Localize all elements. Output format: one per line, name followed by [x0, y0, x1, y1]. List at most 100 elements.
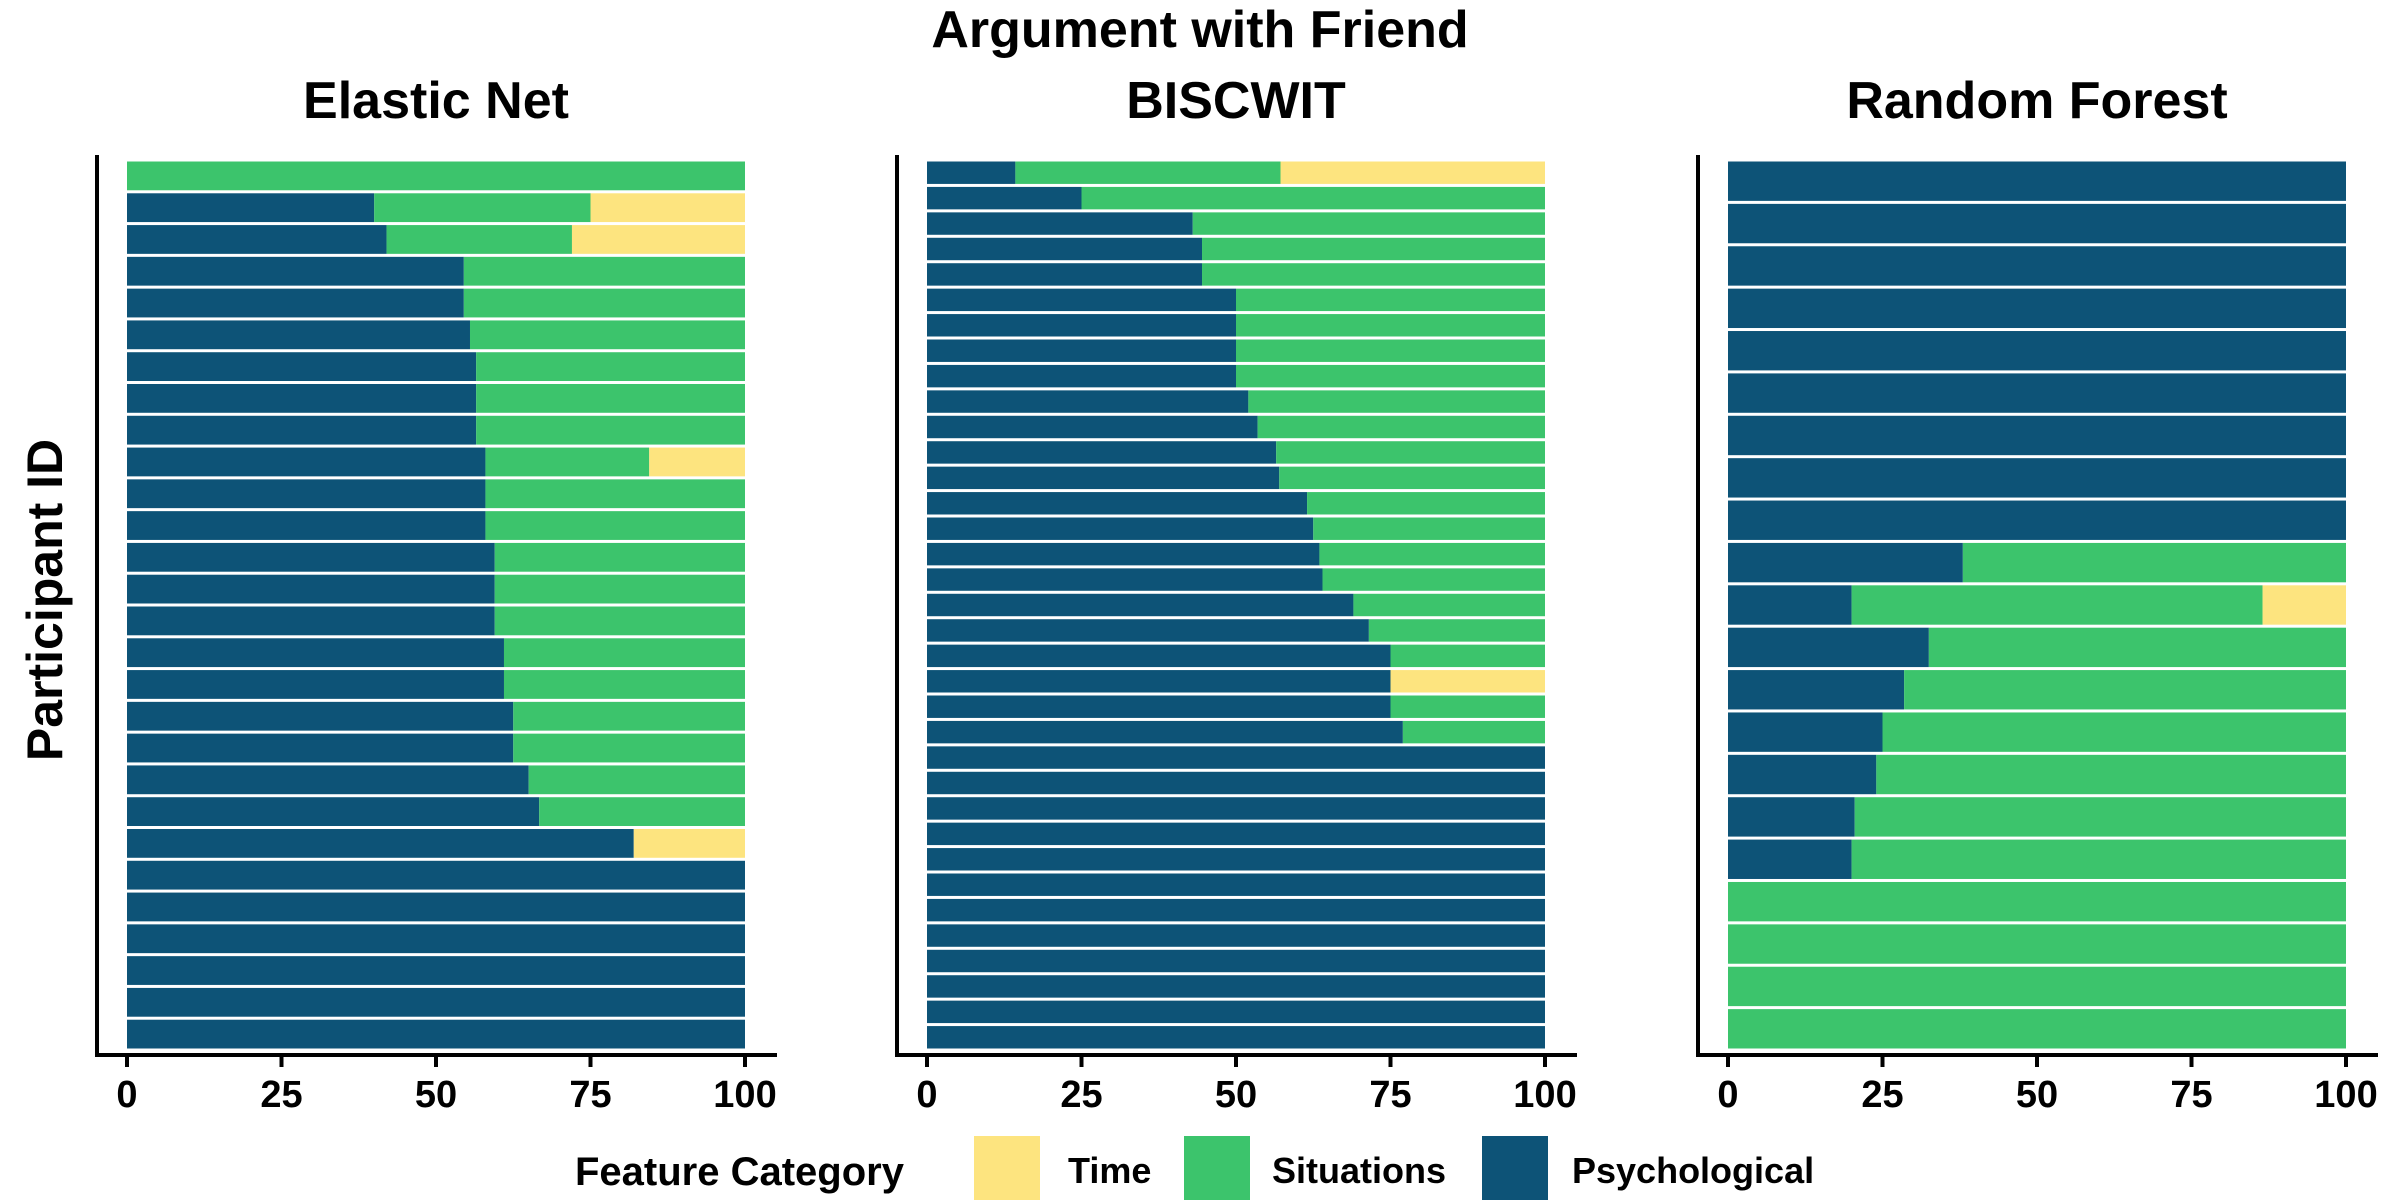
bar-segment-psychological	[127, 447, 486, 477]
bar-segment-situations	[1402, 720, 1545, 744]
bar-segment-psychological	[927, 593, 1354, 617]
bar-segment-situations	[494, 606, 745, 636]
bar-segment-situations	[1236, 314, 1545, 337]
bar-segment-psychological	[1728, 500, 2346, 540]
bar-segment-situations	[494, 574, 745, 604]
bar-segment-situations	[1368, 619, 1545, 642]
bar-segment-psychological	[927, 441, 1277, 464]
legend-key-time	[974, 1136, 1040, 1200]
bar-segment-psychological	[1728, 246, 2346, 286]
bar-segment-psychological	[127, 765, 529, 795]
bar-segment-psychological	[927, 542, 1320, 566]
bar-segment-psychological	[127, 479, 486, 509]
legend-label-psychological: Psychological	[1572, 1150, 1814, 1191]
bar-segment-situations	[374, 193, 591, 223]
bar-segment-psychological	[927, 237, 1203, 261]
bar-segment-situations	[1202, 237, 1545, 261]
bar-segment-psychological	[927, 186, 1082, 210]
bar-segment-psychological	[927, 975, 1545, 998]
bar-segment-psychological	[927, 1026, 1545, 1049]
bar-segment-psychological	[927, 364, 1236, 388]
bar-segment-psychological	[1728, 585, 1852, 625]
bar-segment-psychological	[927, 390, 1249, 413]
bar-segment-time	[649, 447, 745, 477]
bar-segment-situations	[513, 701, 745, 731]
bar-segment-situations	[494, 542, 745, 572]
bar-segment-situations	[539, 797, 745, 826]
bar-segment-psychological	[127, 670, 504, 699]
bar-segment-situations	[1257, 415, 1545, 439]
bar-segment-time	[1280, 161, 1545, 184]
bar-segment-situations	[1728, 924, 2346, 964]
bar-segment-situations	[528, 765, 745, 795]
bar-segment-psychological	[127, 987, 745, 1017]
bar-segment-situations	[476, 384, 745, 413]
bar-segment-psychological	[927, 898, 1545, 922]
bar-segment-situations	[1236, 364, 1545, 388]
legend: Feature Category Time Situations Psycholog…	[575, 1136, 1814, 1200]
bar-segment-psychological	[927, 568, 1323, 591]
legend-items: Time Situations Psychological	[974, 1136, 1814, 1200]
bar-segment-situations	[1390, 695, 1545, 718]
bar-segment-psychological	[927, 771, 1545, 795]
bar-segment-situations	[476, 352, 745, 381]
bar-segment-psychological	[127, 225, 387, 254]
bar-segment-psychological	[1728, 797, 1855, 837]
bar-segment-situations	[485, 479, 745, 509]
bar-segment-situations	[1307, 492, 1545, 515]
bar-segment-situations	[485, 447, 650, 477]
bar-segment-psychological	[927, 517, 1314, 540]
x-tick-label: 50	[1215, 1074, 1257, 1116]
bar-segment-psychological	[927, 339, 1236, 362]
bar-segment-situations	[1876, 754, 2346, 795]
bar-segment-situations	[513, 733, 745, 763]
bar-segment-situations	[1962, 542, 2346, 583]
bar-segment-psychological	[1728, 670, 1905, 710]
bar-segment-situations	[1854, 797, 2346, 837]
x-tick-label: 50	[2016, 1074, 2058, 1116]
bar-segment-psychological	[927, 924, 1545, 947]
bar-segment-psychological	[927, 949, 1545, 973]
bar-segment-situations	[1236, 339, 1545, 362]
legend-key-situations	[1184, 1136, 1250, 1200]
bar-segment-psychological	[127, 288, 464, 318]
bar-segment-time	[2262, 585, 2346, 625]
bar-segment-psychological	[127, 256, 464, 286]
bar-segment-time	[633, 829, 745, 858]
bar-segment-psychological	[127, 924, 745, 954]
bar-segment-situations	[1202, 263, 1545, 286]
panel-1: Elastic Net 0 25 50 75 100	[95, 72, 777, 1116]
panel-title: Elastic Net	[303, 72, 569, 130]
bar-segment-situations	[1851, 585, 2263, 625]
bar-segment-psychological	[127, 574, 495, 604]
bar-segment-situations	[386, 225, 572, 254]
bar-segment-psychological	[927, 212, 1193, 235]
bar-segment-psychological	[1728, 839, 1852, 879]
bar-segment-psychological	[127, 860, 745, 890]
bar-segment-situations	[1081, 186, 1545, 210]
x-tick-label: 75	[1369, 1074, 1411, 1116]
bar-segment-psychological	[927, 1000, 1545, 1024]
bar-segment-psychological	[927, 314, 1236, 337]
bar-segment-psychological	[1728, 458, 2346, 498]
bar-segment-psychological	[1728, 373, 2346, 413]
bar-segment-situations	[503, 638, 745, 668]
panel-title: Random Forest	[1846, 72, 2227, 130]
bar-segment-situations	[1276, 441, 1545, 464]
bar-segment-psychological	[927, 492, 1308, 515]
bar-segment-situations	[1279, 466, 1545, 490]
bar-segment-psychological	[127, 701, 514, 731]
bar-segment-psychological	[927, 822, 1545, 846]
panel-3: Random Forest 0 25 50 75 100	[1696, 72, 2378, 1116]
bar-segment-psychological	[927, 619, 1369, 642]
bar-segment-psychological	[927, 415, 1258, 439]
bar-segment-situations	[1236, 288, 1545, 312]
bar-segment-psychological	[1728, 754, 1877, 795]
bar-segment-situations	[1728, 1009, 2346, 1049]
bar-segment-situations	[476, 415, 745, 445]
bar-segment-time	[590, 193, 745, 223]
bar-segment-situations	[463, 288, 745, 318]
bar-segment-psychological	[927, 161, 1016, 184]
